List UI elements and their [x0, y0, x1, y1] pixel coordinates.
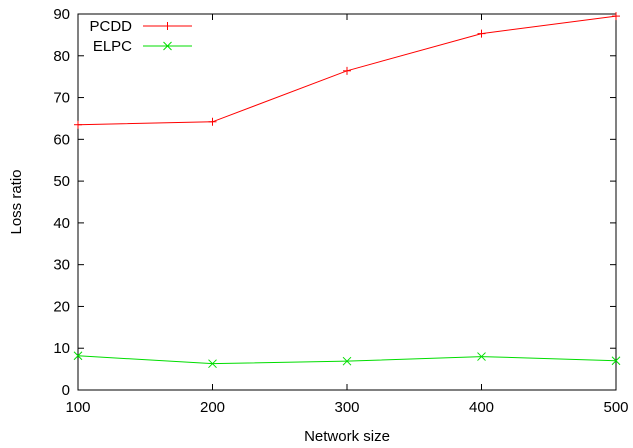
series-elpc — [73, 351, 621, 369]
marker-elpc-d2 — [208, 359, 217, 369]
marker-elpc-d2 — [611, 356, 621, 366]
x-tick-label: 200 — [200, 399, 225, 416]
data-point-elpc — [611, 356, 621, 366]
y-axis-title: Loss ratio — [8, 169, 25, 234]
data-point-elpc — [73, 351, 83, 361]
legend-marker-elpc-d2 — [163, 41, 172, 51]
data-point-elpc — [477, 352, 486, 361]
y-tick-label: 10 — [53, 340, 70, 357]
series-pcdd — [74, 12, 620, 129]
y-tick-label: 90 — [53, 6, 70, 23]
x-tick-label: 300 — [334, 399, 359, 416]
marker-elpc-d2 — [342, 356, 352, 366]
data-point-elpc — [342, 356, 352, 366]
data-point-pcdd — [208, 117, 217, 126]
y-tick-label: 50 — [53, 173, 70, 190]
series-line-elpc — [77, 355, 617, 365]
x-tick-label: 500 — [603, 399, 628, 416]
y-tick-label: 30 — [53, 257, 70, 274]
marker-elpc-d2 — [73, 351, 83, 361]
y-tick-label: 40 — [53, 215, 70, 232]
data-point-pcdd — [612, 12, 620, 21]
y-tick-label: 60 — [53, 131, 70, 148]
y-tick-label: 20 — [53, 298, 70, 315]
data-point-pcdd — [343, 66, 351, 75]
axis-tick-labels: 0 10 20 30 40 50 60 70 80 90 100 200 300 400 500 — [53, 6, 628, 416]
y-tick-label: 0 — [62, 382, 70, 399]
legend-marker-elpc — [163, 41, 172, 51]
x-tick-label: 100 — [65, 399, 90, 416]
legend-marker-pcdd — [163, 22, 172, 30]
legend-label-elpc: ELPC — [93, 38, 132, 55]
series-group — [73, 12, 621, 369]
y-tick-label: 80 — [53, 48, 70, 65]
x-tick-label: 400 — [469, 399, 494, 416]
x-axis-title: Network size — [304, 428, 390, 445]
marker-elpc-d2 — [477, 352, 486, 361]
data-point-pcdd — [74, 120, 82, 129]
data-point-pcdd — [477, 29, 486, 38]
data-point-elpc — [208, 359, 217, 369]
legend: PCDD ELPC — [89, 18, 192, 55]
legend-label-pcdd: PCDD — [89, 18, 132, 35]
axis-ticks — [77, 13, 617, 391]
y-tick-label: 70 — [53, 90, 70, 107]
